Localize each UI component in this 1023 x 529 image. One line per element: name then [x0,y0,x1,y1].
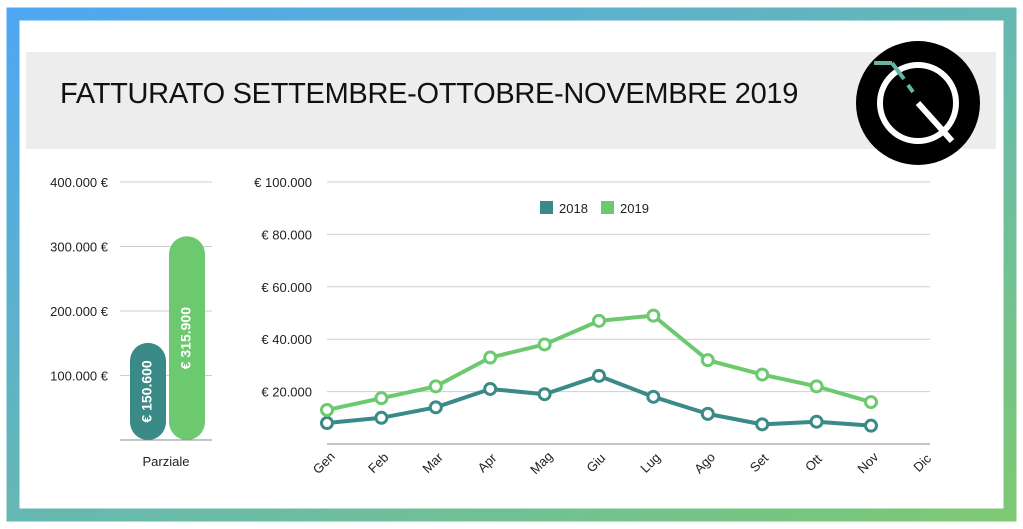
data-point-2019 [537,337,552,352]
bar-y-tick-label: 400.000 € [50,175,109,190]
series-line-2019 [325,313,873,412]
data-point-2018 [809,414,824,429]
bar-category-label: Parziale [143,454,190,469]
line-y-tick-label: € 40.000 [261,332,312,347]
data-point-2018 [428,400,443,415]
line-y-tick-label: € 80.000 [261,227,312,242]
data-point-2019 [374,391,389,406]
data-point-2019 [428,379,443,394]
data-point-2018 [864,418,878,433]
bar-2019 [169,236,205,440]
bar-value-label: € 315.900 [178,307,194,369]
series-line-2018 [325,373,873,428]
data-point-2019 [320,402,334,417]
bar-y-tick-label: 100.000 € [50,369,109,384]
line-chart: € 20.000 € 40.000 € 60.000 € 80.000 € 100.00… [254,175,934,477]
legend-swatch-2019 [601,201,614,214]
data-point-2018 [592,368,606,383]
bar-y-tick-label: 200.000 € [50,304,109,319]
x-tick-label: Set [747,450,772,475]
data-point-2018 [537,387,552,402]
data-point-2019 [592,313,606,328]
line-y-tick-label: € 100.000 [254,175,312,190]
x-tick-label: Apr [475,450,500,475]
x-tick-label: Ago [691,449,718,476]
data-point-2019 [700,353,715,368]
data-point-2019 [864,395,878,410]
x-tick-label: Dic [910,451,934,475]
data-point-2019 [483,350,498,365]
x-tick-label: Mag [527,449,555,477]
data-point-2018 [374,410,389,425]
line-y-tick-label: € 60.000 [261,280,312,295]
bar-y-tick-label: 300.000 € [50,240,109,255]
title-banner [26,52,996,149]
data-point-2018 [646,389,661,404]
data-point-2018 [700,406,715,421]
x-tick-label: Feb [365,450,391,476]
bar-2018 [130,342,166,440]
legend-label-2019: 2019 [620,201,649,216]
legend-label-2018: 2018 [559,201,588,216]
x-tick-label: Giu [583,450,608,475]
x-tick-label: Gen [310,449,338,477]
x-tick-label: Ott [802,451,825,474]
x-tick-label: Nov [854,449,881,476]
x-tick-label: Lug [637,450,663,476]
x-tick-label: Mar [419,449,446,476]
data-point-2019 [809,379,824,394]
line-y-tick-label: € 20.000 [261,385,312,400]
data-point-2019 [646,308,661,323]
legend-swatch-2018 [540,201,553,214]
bar-chart: 100.000 € 200.000 € 300.000 € 400.000 € € 15… [50,175,212,469]
data-point-2018 [483,381,498,396]
data-point-2018 [320,416,334,431]
q-logo-icon [856,41,980,165]
data-point-2019 [755,367,770,382]
bar-value-label: € 150.600 [139,360,155,422]
data-point-2018 [755,417,770,432]
page-title: FATTURATO SETTEMBRE-OTTOBRE-NOVEMBRE 201… [60,78,799,110]
